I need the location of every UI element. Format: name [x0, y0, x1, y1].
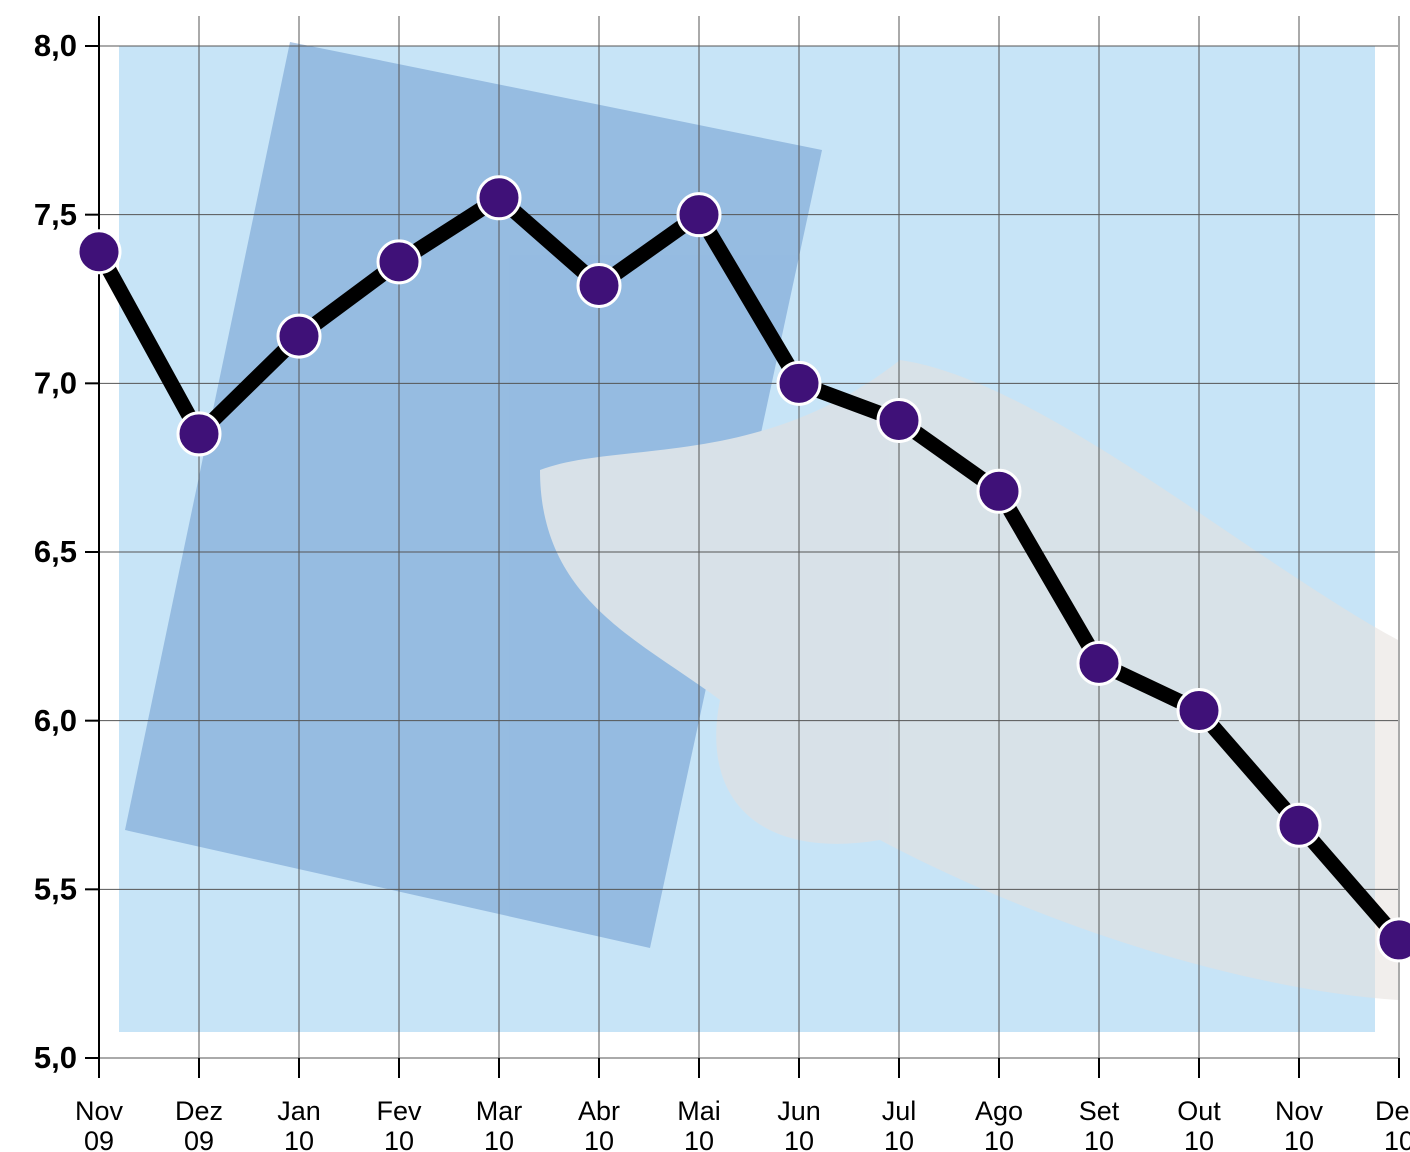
point [176, 411, 222, 457]
y-tick-label: 7,5 [34, 197, 77, 232]
y-tick-label: 7,0 [34, 366, 77, 401]
point [476, 175, 522, 221]
x-tick-label: Nov 09 [75, 1096, 124, 1152]
x-tick-label: Jun 10 [777, 1096, 821, 1152]
x-tick-label: Fev 10 [376, 1096, 422, 1152]
hand [540, 360, 1398, 1000]
y-tick-label: 6,0 [34, 703, 77, 738]
x-tick-label: Out 10 [1177, 1096, 1221, 1152]
point [1376, 917, 1410, 963]
x-tick-label: Nov 10 [1275, 1096, 1324, 1152]
x-tick-label: Set 10 [1079, 1096, 1120, 1152]
x-tick-label: Jul 10 [882, 1096, 917, 1152]
x-tick-label: Jan 10 [277, 1096, 321, 1152]
point [1176, 688, 1222, 734]
point [876, 397, 922, 443]
point [1276, 802, 1322, 848]
y-tick-label: 8,0 [34, 28, 77, 63]
point [1076, 640, 1122, 686]
x-tick-label: Ago 10 [975, 1096, 1023, 1152]
x-tick-label: Mar 10 [476, 1096, 523, 1152]
y-tick-label: 6,5 [34, 534, 77, 569]
point [776, 360, 822, 406]
y-tick-label: 5,5 [34, 872, 77, 907]
point [276, 313, 322, 359]
point [576, 263, 622, 309]
point [976, 468, 1022, 514]
y-tick-label: 5,0 [34, 1040, 77, 1075]
x-tick-label: Mai 10 [677, 1096, 721, 1152]
point [376, 239, 422, 285]
x-tick-label: Dez10 [1375, 1096, 1410, 1152]
x-tick-label: Dez 09 [175, 1096, 223, 1152]
point [676, 192, 722, 238]
x-tick-label: Abr 10 [578, 1096, 620, 1152]
point [76, 229, 122, 275]
